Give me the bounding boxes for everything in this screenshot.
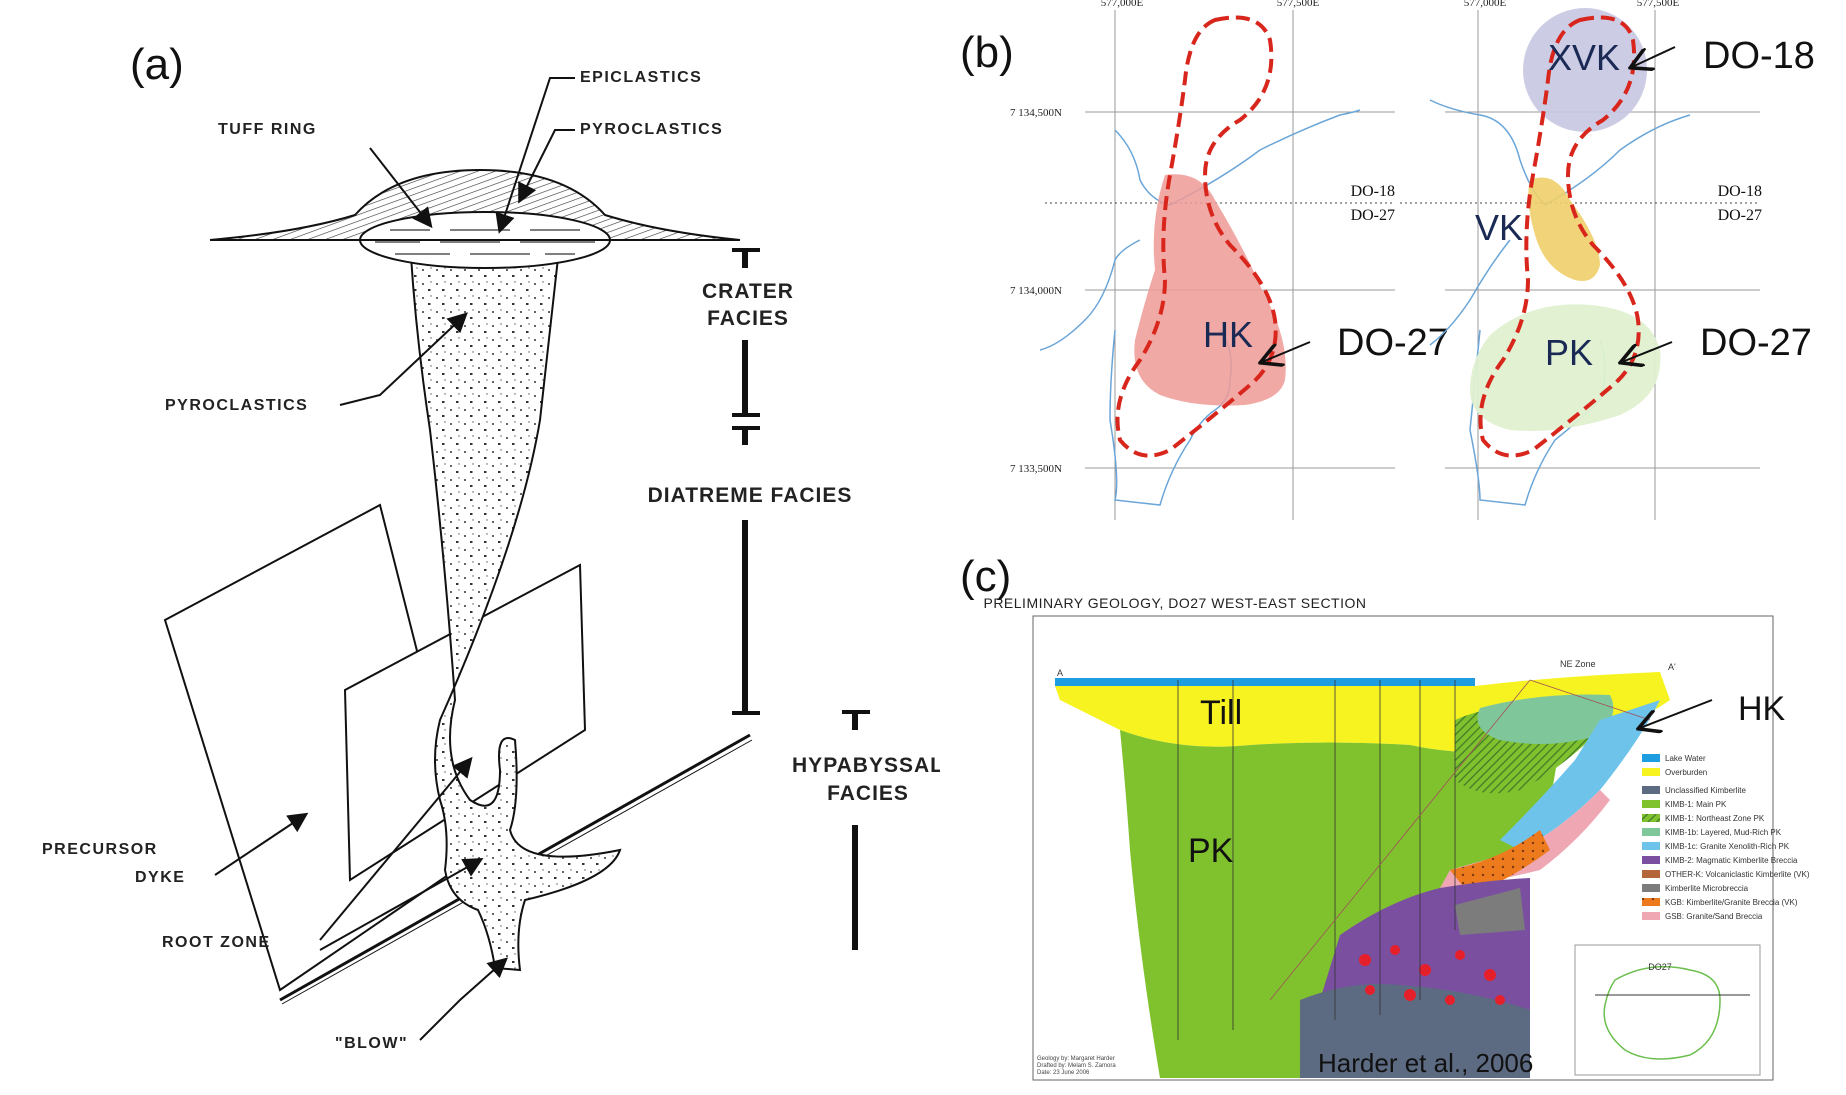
label-epiclastics: EPICLASTICS [580,69,702,86]
grid-e2-right: 577,500E [1637,0,1680,9]
legend-lake-water: Lake Water [1665,754,1706,763]
panel-b-maps: 577,000E 577,500E 7 134,500N 7 134,000N … [1010,0,1815,520]
panel-b-letter: (b) [960,28,1014,77]
grid-e1-right: 577,000E [1464,0,1507,9]
label-pyroclastics-top: PYROCLASTICS [580,121,723,138]
legend-gsb: GSB: Granite/Sand Breccia [1665,912,1763,921]
inset-map: DO27 [1574,944,1761,1076]
label-pyroclastics-mid: PYROCLASTICS [165,397,308,414]
legend-granite-xenolith-pk: KIMB-1c: Granite Xenolith-Rich PK [1665,842,1790,851]
label-dyke: DYKE [135,869,185,886]
unit-pk-map: PK [1545,332,1593,373]
boundary-bottom-left: DO-27 [1351,207,1395,224]
panel-c-letter: (c) [960,552,1012,601]
section-a-prime: A' [1668,662,1676,672]
pipe-boundary-right [1478,15,1641,458]
label-till: Till [1200,694,1242,732]
ne-zone-label: NE Zone [1560,659,1596,669]
pointer-do27-right: DO-27 [1700,322,1812,364]
grid-n1-left: 7 134,500N [1010,107,1062,119]
leader-lines [214,77,575,1041]
section-geology [1055,672,1670,1078]
diatreme-pipe [408,239,622,972]
section-legend: Lake Water Overburden Unclassified Kimbe… [1642,754,1810,921]
label-tuff-ring: TUFF RING [218,121,317,138]
grid-n3-left: 7 133,500N [1010,463,1062,475]
pipe-boundary-left [1115,15,1278,458]
label-hypabyssal-1: HYPABYSSAL [792,754,940,777]
label-crater-2: FACIES [707,307,789,330]
legend-kgb: KGB: Kimberlite/Granite Breccia (VK) [1665,898,1798,907]
legend-overburden: Overburden [1665,768,1707,777]
legend-vk: OTHER-K: Volcaniclastic Kimberlite (VK) [1665,870,1810,879]
drill-holes [1177,679,1651,1040]
label-hk-section: HK [1738,690,1786,728]
inset-title: DO27 [1648,962,1672,972]
label-hypabyssal-2: FACIES [827,782,909,805]
facies-brackets [732,248,870,950]
section-title: PRELIMINARY GEOLOGY, DO27 WEST-EAST SECT… [983,595,1366,611]
left-map: 577,000E 577,500E 7 134,500N 7 134,000N … [1010,0,1449,520]
right-map: 577,000E 577,500E DO-18 DO-27 XVK VK PK … [1400,0,1815,520]
hk-zone [1134,174,1286,406]
grid-e1-left: 577,000E [1101,0,1144,9]
unit-vk: VK [1475,207,1523,248]
boundary-top-left: DO-18 [1351,183,1395,200]
label-blow: "BLOW" [335,1035,408,1052]
dyke-planes [163,503,753,1005]
label-root-zone: ROOT ZONE [162,934,271,951]
legend-main-pk: KIMB-1: Main PK [1665,800,1727,809]
grid-n2-left: 7 134,000N [1010,285,1062,297]
pointer-do18-right: DO-18 [1703,35,1815,77]
label-precursor: PRECURSOR [42,841,158,858]
footer-date: Date: 23 June 2006 [1037,1070,1090,1076]
pointer-do27-left: DO-27 [1337,322,1449,364]
vk-zone [1528,177,1600,281]
unit-xvk: XVK [1548,37,1620,78]
pk-zone [1470,304,1661,431]
credit: Harder et al., 2006 [1318,1048,1533,1078]
legend-ne-zone-pk: KIMB-1: Northeast Zone PK [1665,814,1765,823]
label-crater-1: CRATER [702,280,794,303]
boundary-bottom-right: DO-27 [1718,207,1762,224]
footer-drafted: Drafted by: Melam S. Zamora [1037,1063,1116,1069]
panel-a-diagram: EPICLASTICS TUFF RING PYROCLASTICS PYROC… [42,69,940,1052]
grid-e2-left: 577,500E [1277,0,1320,9]
boundary-top-right: DO-18 [1718,183,1762,200]
legend-microbreccia: Kimberlite Microbreccia [1665,884,1749,893]
legend-layered-pk: KIMB-1b: Layered, Mud-Rich PK [1665,828,1782,837]
section-a: A [1057,668,1063,678]
unit-hk-left: HK [1203,314,1253,355]
xvk-zone [1523,8,1647,132]
legend-unclassified: Unclassified Kimberlite [1665,786,1746,795]
legend-magmatic-breccia: KIMB-2: Magmatic Kimberlite Breccia [1665,856,1798,865]
label-pk-section: PK [1188,832,1234,870]
panel-a-letter: (a) [130,40,184,89]
footer-geology: Geology by: Margaret Harder [1037,1056,1115,1062]
label-diatreme: DIATREME FACIES [648,484,853,507]
